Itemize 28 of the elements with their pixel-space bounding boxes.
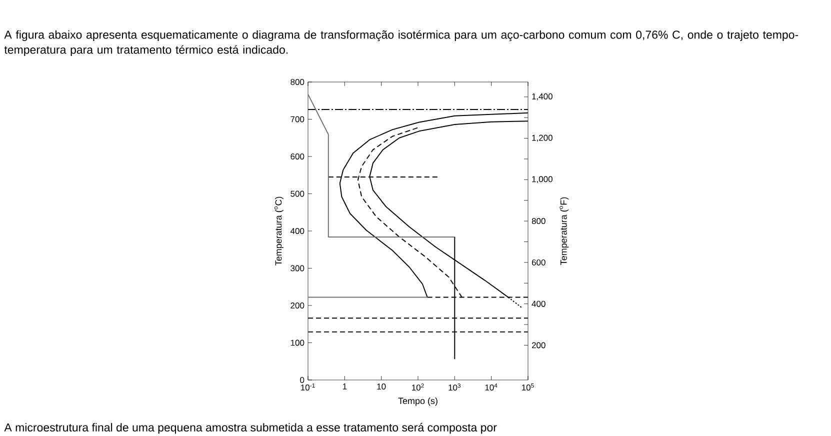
y2-tick-label: 1,400 [532,93,552,100]
y-tick-label: 700 [290,116,304,122]
y-axis-title: Temperatura ($^{o}$C) [274,196,284,266]
x-tick-label: 10$^{5}$ [522,384,534,391]
y-tick-label: 300 [290,265,304,272]
y-tick-label: 500 [290,190,304,197]
y2-tick-label: 200 [532,342,546,348]
x-tick-label: 10$^{-1}$ [301,384,315,391]
y2-tick-label: 800 [532,218,546,224]
y-tick-label: 800 [290,78,304,85]
y2-axis-title: Temperatura ($^{o}$F) [560,197,569,265]
x-tick-label: 1 [342,384,347,390]
y2-tick-label: 1,200 [532,134,552,142]
chart-title: A figura abaixo apresenta esquematicamente o diagrama de transformação isotérmica para um aço-carbono comum com 0,76% C, onde o trajeto tempo-temperatura para um tratamento térmico está indicado. [4,30,798,56]
y-tick-label: 100 [290,340,304,346]
x-tick-label: 10$^{2}$ [412,384,424,391]
y2-tick-label: 600 [532,259,546,266]
text: A microestrutura final de uma pequena amostra submetida a esse tratamento será composta por [4,422,497,434]
x-axis-title: Tempo (s) [398,397,438,406]
x-tick-label: 10 [377,384,386,390]
y-tick-label: 400 [290,228,304,234]
x-tick-label: 10$^{4}$ [485,384,498,391]
y-tick-label: 200 [290,302,304,308]
y2-tick-label: 1,000 [532,176,552,184]
y-tick-label: 600 [290,153,304,160]
y2-tick-label: 400 [532,300,546,307]
x-tick-label: 10$^{3}$ [448,384,461,391]
y-tick-label: 0 [300,376,304,383]
